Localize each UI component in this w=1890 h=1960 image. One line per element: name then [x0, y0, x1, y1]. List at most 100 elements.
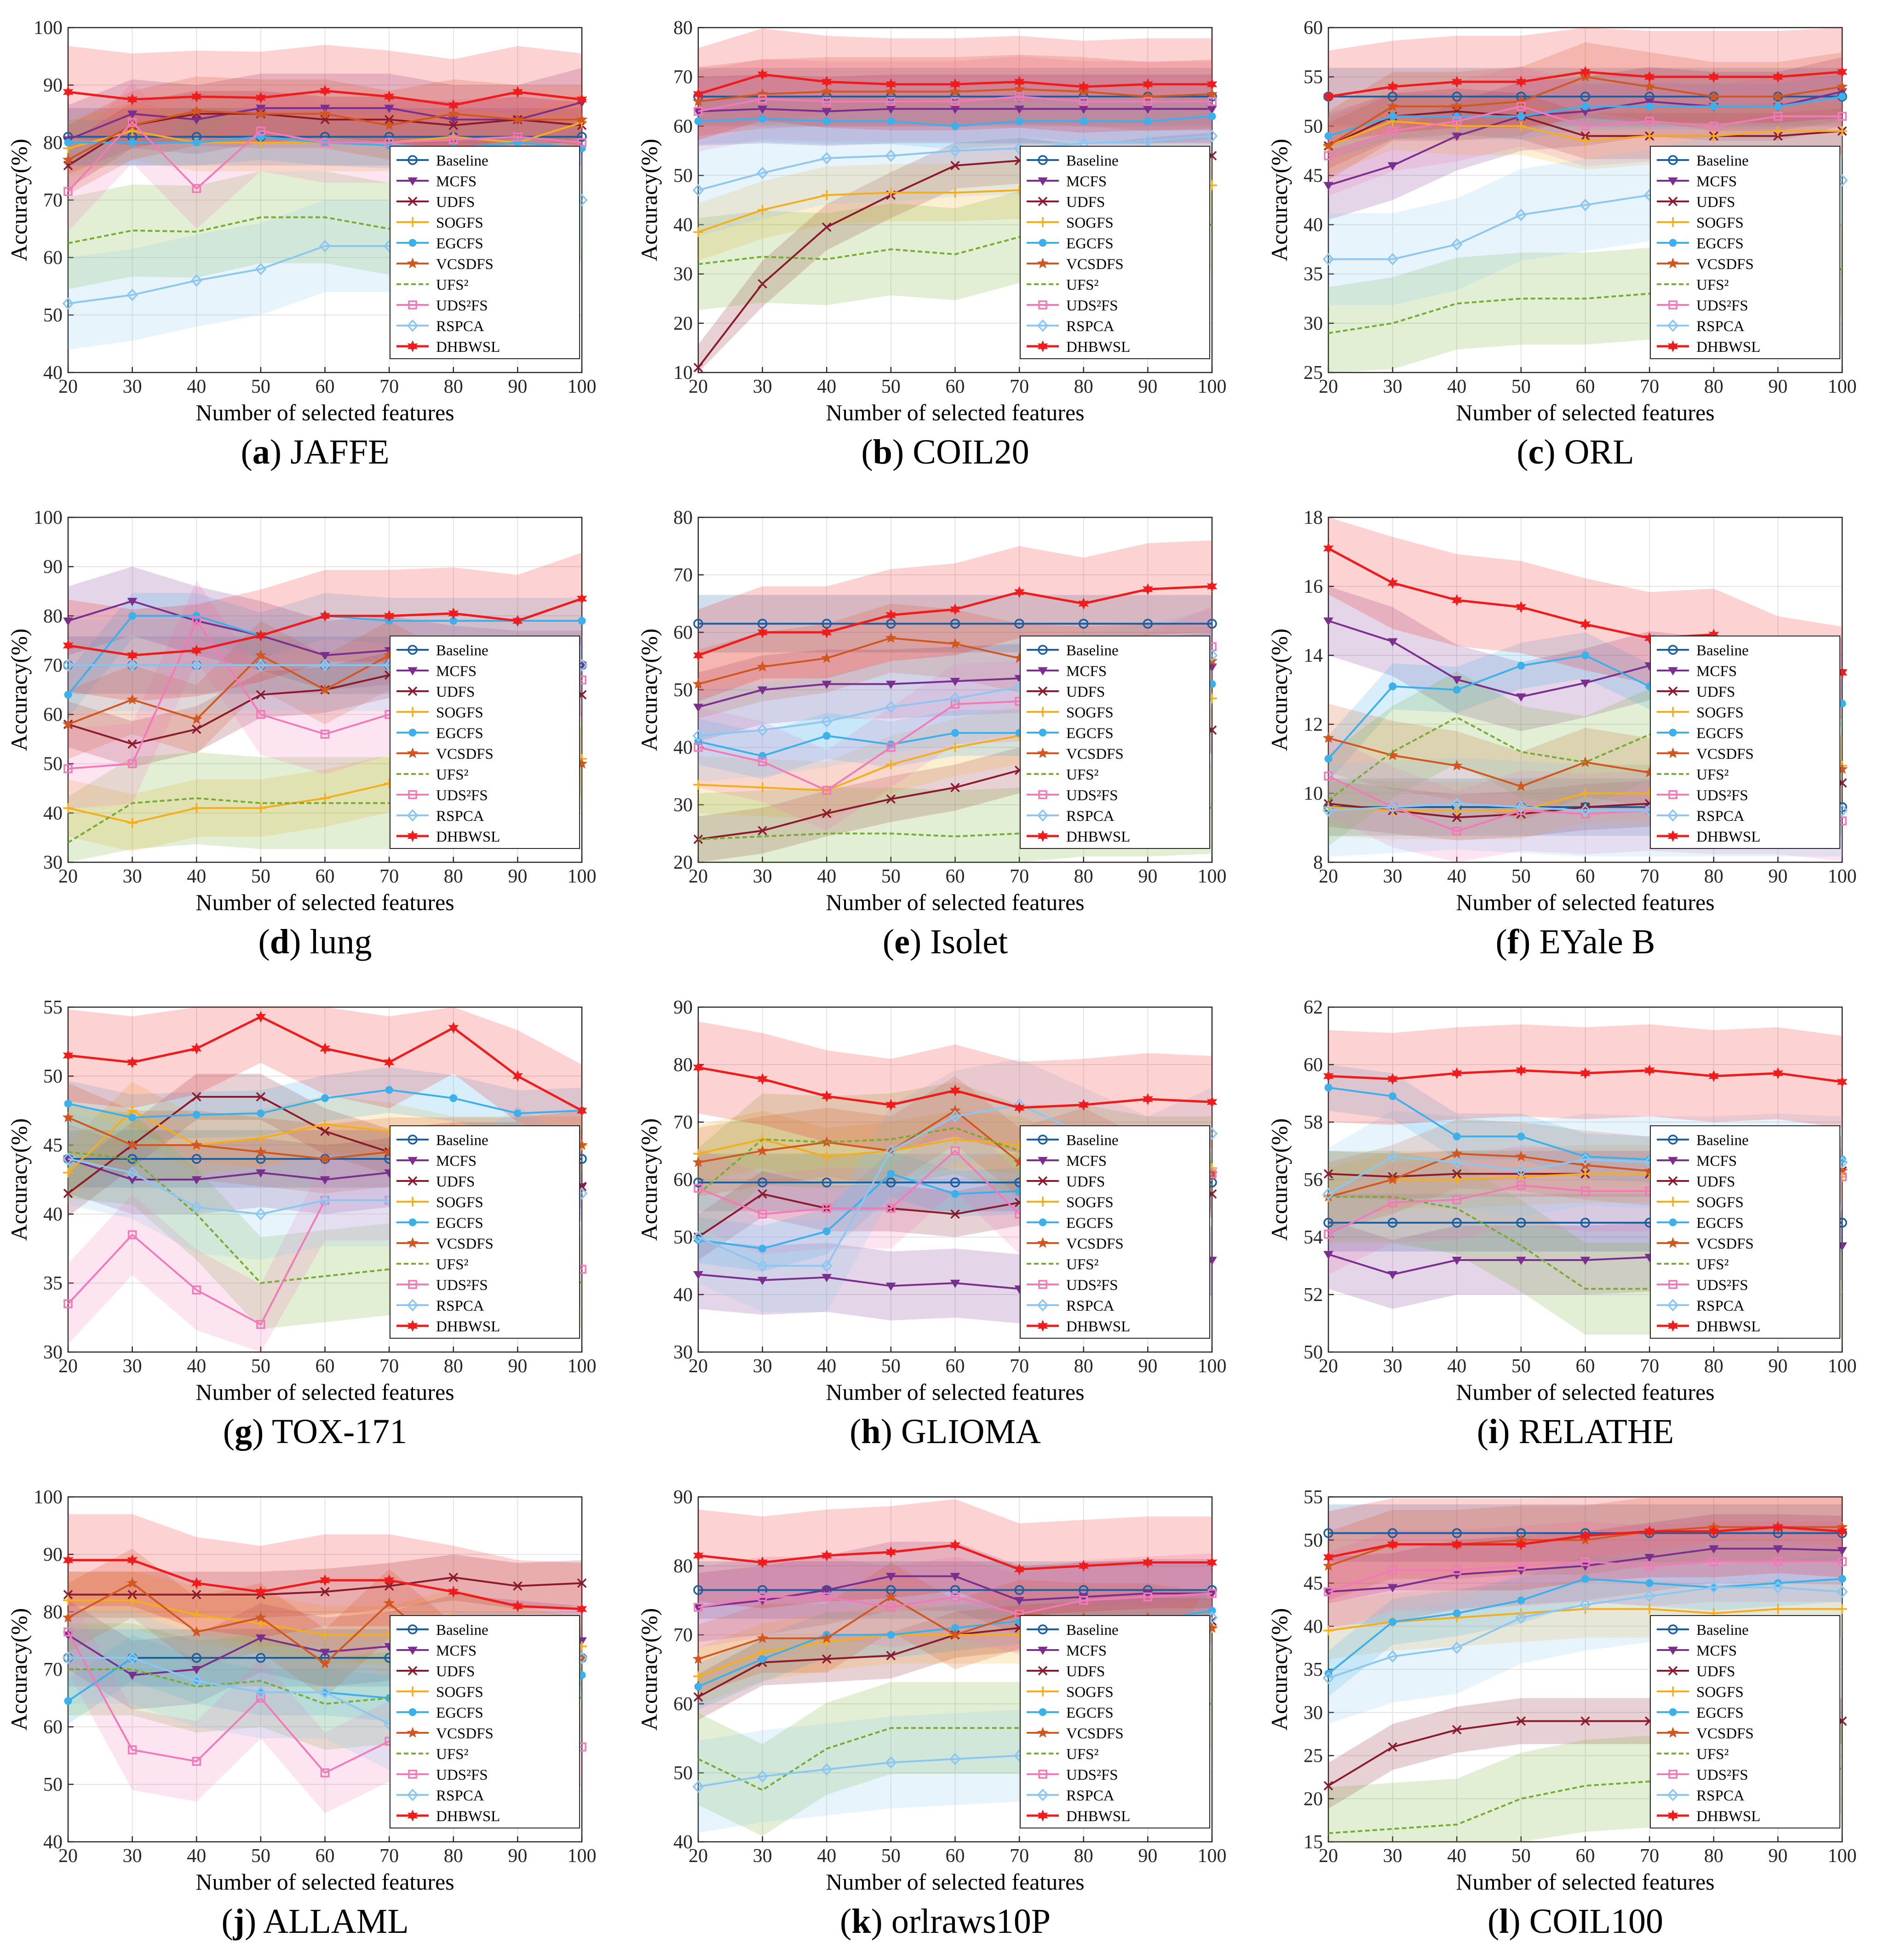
point-RSPCA — [1708, 1581, 1720, 1594]
point-DHBWSL — [950, 603, 960, 615]
point-DHBWSL — [1708, 1525, 1719, 1537]
y-tick-label: 40 — [43, 362, 63, 384]
chart-panel-j: 20 30 40 50 60 70 80 90 100 40 50 60 70 80 90 100 Number… — [0, 1469, 630, 1959]
point-MCFS — [1516, 693, 1526, 702]
point-RSPCA — [62, 659, 74, 672]
point-VCSDFS — [576, 114, 588, 125]
point-RSPCA — [1206, 130, 1218, 143]
point-DHBWSL — [950, 1084, 960, 1097]
x-tick-label: 100 — [1198, 1845, 1227, 1867]
point-UDS²FS — [1452, 826, 1461, 836]
series-Baseline — [693, 619, 1217, 629]
legend: Baseline MCFS UDFS SOGFS EGCFS VCSDFS UFS² UDS²… — [390, 636, 580, 849]
y-tick-label: 40 — [673, 737, 693, 758]
series-DHBWSL — [693, 1061, 1218, 1114]
series-UDS²FS — [1324, 102, 1847, 160]
point-SOGFS — [1580, 788, 1591, 798]
point-DHBWSL — [821, 626, 832, 638]
legend-label-MCFS: MCFS — [1696, 663, 1737, 680]
point-EGCFS — [951, 1624, 959, 1632]
point-VCSDFS — [1387, 1174, 1398, 1185]
point-RSPCA — [821, 152, 833, 165]
point-DHBWSL — [1773, 1067, 1783, 1079]
series-line-UFS² — [698, 224, 1212, 265]
x-tick-label: 100 — [1828, 1356, 1857, 1377]
point-EGCFS — [192, 612, 201, 620]
point-UDFS — [950, 160, 960, 171]
point-Baseline — [577, 132, 587, 142]
y-tick-label: 80 — [43, 132, 63, 154]
y-tick-label: 62 — [1304, 997, 1323, 1018]
point-DHBWSL — [1708, 629, 1719, 641]
x-tick-label: 30 — [123, 1845, 142, 1867]
x-tick-label: 20 — [58, 866, 78, 887]
point-EGCFS — [578, 617, 586, 625]
x-axis-label: Number of selected features — [1456, 400, 1714, 425]
legend-marker-Baseline — [1668, 1135, 1678, 1145]
point-RSPCA — [692, 1231, 704, 1244]
x-tick-label: 40 — [1447, 866, 1466, 887]
point-VCSDFS — [126, 1139, 138, 1150]
point-MCFS — [63, 617, 73, 626]
point-UDS²FS — [1388, 126, 1397, 136]
legend-label-UFS²: UFS² — [1066, 767, 1099, 783]
point-Baseline — [1323, 1218, 1333, 1228]
point-DHBWSL — [255, 1586, 266, 1598]
x-tick-label: 80 — [444, 376, 463, 397]
point-MCFS — [1143, 105, 1153, 114]
point-RSPCA — [692, 1780, 704, 1793]
point-SOGFS — [1323, 1625, 1333, 1636]
legend-label-EGCFS: EGCFS — [1066, 235, 1114, 252]
x-tick-label: 100 — [568, 866, 597, 887]
legend-label-RSPCA: RSPCA — [436, 1298, 484, 1314]
legend-marker-Baseline — [1038, 155, 1048, 165]
point-SOGFS — [320, 1119, 330, 1129]
legend-marker-Baseline — [1668, 645, 1678, 655]
point-RSPCA — [126, 1166, 138, 1179]
point-VCSDFS — [255, 649, 267, 660]
x-tick-label: 30 — [123, 376, 142, 397]
x-axis-label: Number of selected features — [195, 400, 454, 425]
point-DHBWSL — [1387, 1073, 1398, 1085]
legend-label-Baseline: Baseline — [1696, 1132, 1749, 1149]
point-DHBWSL — [1206, 580, 1218, 592]
legend-marker-UDFS — [1038, 686, 1048, 696]
point-UDS²FS — [63, 1628, 73, 1637]
y-tick-label: 100 — [34, 17, 63, 39]
point-EGCFS — [64, 1100, 72, 1108]
point-Baseline — [1079, 619, 1089, 629]
y-tick-label: 55 — [1304, 1487, 1323, 1508]
point-DHBWSL — [1078, 80, 1089, 93]
legend-marker-EGCFS — [1039, 1708, 1047, 1716]
legend-label-EGCFS: EGCFS — [1066, 1705, 1114, 1721]
x-tick-label: 20 — [689, 866, 708, 887]
point-DHBWSL — [448, 607, 459, 619]
legend-label-UDFS: UDFS — [1696, 194, 1735, 211]
y-tick-label: 70 — [673, 1625, 693, 1646]
point-UDS²FS — [127, 1745, 137, 1754]
point-DHBWSL — [320, 85, 330, 97]
point-DHBWSL — [191, 91, 202, 103]
point-RSPCA — [821, 1259, 833, 1272]
legend-box — [1020, 146, 1210, 359]
x-tick-label: 70 — [1010, 1845, 1029, 1867]
point-EGCFS — [822, 117, 831, 126]
chart-svg-c: 20 30 40 50 60 70 80 90 100 25 30 35 40 45 50 55 60 Numbe… — [1266, 17, 1857, 425]
point-VCSDFS — [692, 678, 704, 689]
legend-label-Baseline: Baseline — [1696, 153, 1749, 169]
point-Baseline — [1452, 1528, 1462, 1538]
point-SOGFS — [1644, 1604, 1654, 1614]
point-EGCFS — [1645, 102, 1654, 110]
legend-label-VCSDFS: VCSDFS — [436, 256, 494, 273]
legend-label-UDFS: UDFS — [1696, 684, 1735, 700]
point-DHBWSL — [448, 1586, 459, 1598]
legend-marker-UDFS — [408, 1176, 418, 1186]
caption-title: COIL20 — [913, 433, 1029, 471]
legend-label-VCSDFS: VCSDFS — [1696, 256, 1754, 273]
point-EGCFS — [1389, 682, 1397, 690]
point-DHBWSL — [821, 1549, 832, 1562]
point-DHBWSL — [1516, 1064, 1527, 1077]
legend-label-DHBWSL: DHBWSL — [1066, 829, 1130, 845]
y-tick-label: 18 — [1304, 507, 1323, 528]
point-VCSDFS — [62, 154, 74, 165]
